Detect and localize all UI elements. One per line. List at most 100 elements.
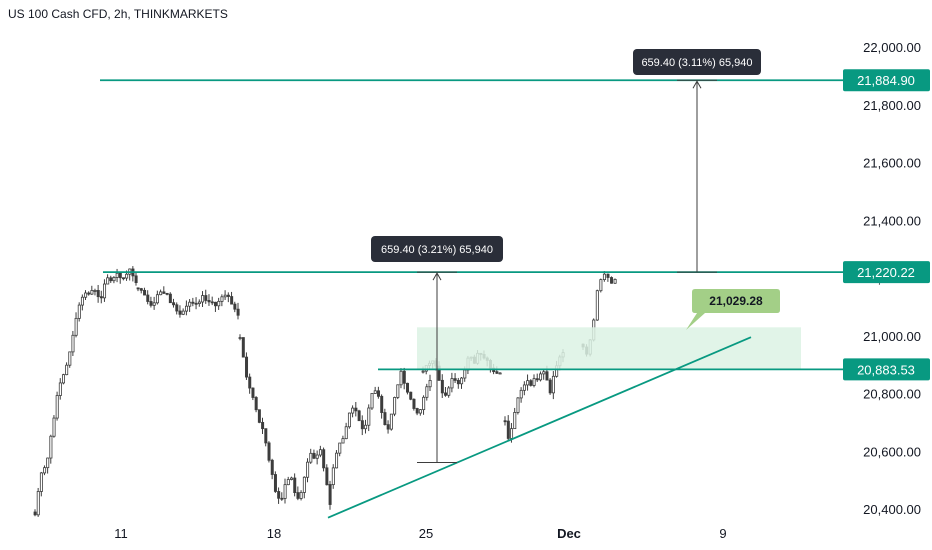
candle-body — [513, 412, 517, 430]
candle-body — [194, 302, 198, 305]
candle-body — [551, 375, 555, 394]
candle-body — [39, 472, 43, 492]
projection-tooltip-text: 659.40 (3.11%) 65,940 — [641, 57, 752, 69]
candle-body — [328, 484, 332, 505]
candle-body — [360, 420, 364, 430]
candle-body — [393, 397, 397, 415]
candle-body — [46, 457, 50, 469]
candle-body — [440, 379, 444, 394]
candle-body — [106, 277, 110, 285]
x-tick-label: 9 — [719, 526, 726, 541]
y-tick-label: 21,800.00 — [863, 98, 921, 113]
candle-body — [290, 477, 294, 480]
trendline — [327, 336, 752, 519]
candle-body — [315, 454, 319, 459]
candle-body — [529, 380, 533, 386]
candle-body — [341, 438, 345, 444]
y-tick-label: 21,400.00 — [863, 213, 921, 228]
candle-body — [299, 492, 303, 499]
candle-body — [498, 372, 502, 375]
candle-body — [344, 426, 348, 440]
price-badge-label: 20,883.53 — [857, 362, 915, 377]
y-tick-label: 21,600.00 — [863, 156, 921, 171]
candle-body — [93, 290, 97, 292]
candle-body — [399, 370, 403, 386]
y-tick-label: 20,600.00 — [863, 444, 921, 459]
candle-body — [204, 295, 208, 301]
x-tick-label: 18 — [267, 526, 281, 541]
candle-body — [599, 279, 603, 292]
candle-body — [460, 377, 464, 385]
candle-body — [386, 424, 390, 430]
measure-arrowhead — [432, 272, 442, 281]
candle-body — [406, 382, 410, 393]
candle-body — [548, 379, 552, 394]
y-tick-label: 20,400.00 — [863, 502, 921, 517]
candle-body — [347, 412, 351, 428]
candle-body — [264, 428, 268, 444]
candle-body — [99, 296, 103, 299]
measure-tooltip — [371, 236, 503, 262]
measure-tooltip-text: 659.40 (3.21%) 65,940 — [381, 244, 493, 256]
candle-body — [143, 289, 147, 296]
candle-body — [354, 407, 358, 412]
candle-body — [309, 452, 313, 463]
x-tick-label: Dec — [557, 526, 581, 541]
candle-body — [412, 398, 416, 409]
candle-body — [134, 275, 138, 284]
candle-body — [447, 387, 451, 396]
candle-body — [207, 300, 211, 303]
candle-body — [201, 295, 205, 303]
candle-body — [251, 387, 255, 398]
candle-body — [370, 393, 374, 409]
candle-body — [331, 467, 335, 486]
candle-body — [422, 396, 426, 411]
candle-body — [181, 310, 185, 315]
candle-body — [178, 310, 182, 315]
candle-body — [84, 292, 88, 298]
y-tick-label: 21,000.00 — [863, 329, 921, 344]
candle-body — [283, 484, 287, 499]
candle-body — [149, 301, 153, 306]
candle-body — [230, 296, 234, 305]
x-tick-label: 25 — [419, 526, 433, 541]
candle-body — [115, 272, 119, 278]
candle-body — [456, 379, 460, 385]
candle-body — [52, 417, 56, 437]
price-badge — [843, 261, 930, 284]
candle-body — [539, 373, 543, 381]
candle-body — [322, 449, 326, 469]
candle-body — [241, 337, 245, 358]
candle-body — [277, 491, 281, 499]
candle-body — [373, 390, 377, 394]
candle-body — [535, 378, 539, 381]
candle-body — [96, 290, 100, 298]
candle-body — [58, 382, 62, 396]
candle-body — [418, 409, 422, 414]
x-tick-label: 11 — [114, 526, 128, 541]
candle-body — [118, 272, 122, 279]
price-badge — [843, 69, 930, 92]
candle-body — [210, 301, 214, 304]
candle-body — [318, 449, 322, 456]
candle-body — [270, 459, 274, 475]
candle-body — [357, 410, 361, 422]
candle-body — [293, 477, 297, 494]
candle-body — [74, 317, 78, 336]
candle-body — [125, 273, 129, 279]
candle-body — [402, 370, 406, 384]
y-tick-label: 22,000.00 — [863, 40, 921, 55]
candle-body — [261, 421, 265, 430]
candle-body — [109, 277, 113, 282]
candle-body — [351, 407, 355, 414]
candle-body — [245, 356, 249, 378]
candle-body — [421, 370, 425, 373]
candle-body — [121, 277, 125, 280]
candle-body — [236, 308, 240, 316]
candle-body — [415, 408, 419, 414]
candle-body — [146, 294, 150, 302]
candle-body — [62, 374, 66, 384]
candle-body — [175, 304, 179, 312]
candle-body — [463, 369, 467, 379]
